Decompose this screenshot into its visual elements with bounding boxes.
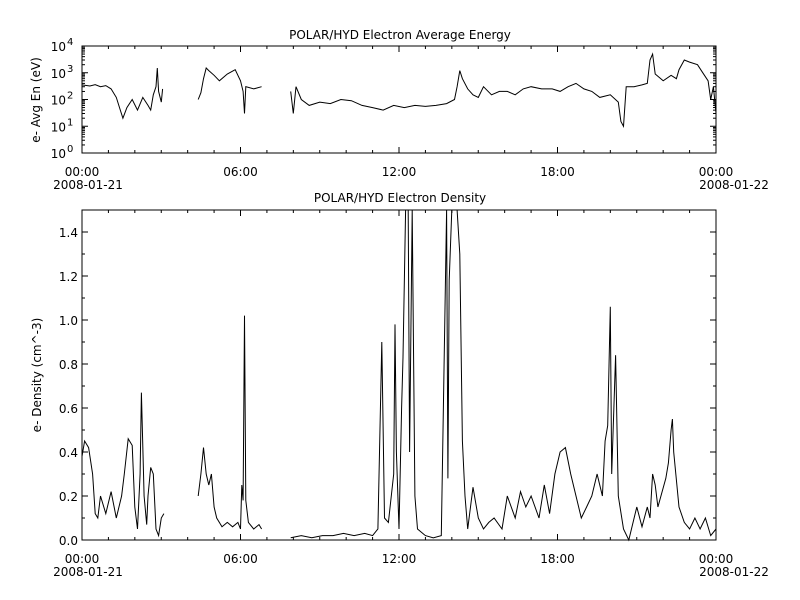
density-series-line [81, 392, 165, 538]
energy-plot-frame [81, 45, 717, 154]
density-panel: POLAR/HYD Electron Density e- Density (c… [30, 191, 769, 579]
energy-y-tick-label: 10 [51, 120, 66, 134]
energy-panel: POLAR/HYD Electron Average Energy e- Avg… [29, 28, 769, 192]
density-y-tick-label: 1.2 [59, 270, 78, 284]
energy-series-line [197, 67, 262, 114]
energy-y-tick-exponent: 0 [67, 144, 73, 155]
energy-y-tick-label: 10 [51, 40, 66, 54]
density-x-tick-label: 12:00 [382, 552, 417, 566]
energy-series-line [290, 52, 717, 129]
density-x-tick-label: 00:00 [699, 552, 734, 566]
density-y-tick-label: 0.4 [59, 446, 78, 460]
density-y-tick-label: 0.6 [59, 402, 78, 416]
density-y-axis-label: e- Density (cm^-3) [30, 318, 44, 433]
density-x-tick-label: 06:00 [223, 552, 258, 566]
density-x-tick-label: 18:00 [540, 552, 575, 566]
energy-y-tick-exponent: 3 [67, 64, 73, 75]
energy-x-tick-label: 06:00 [223, 165, 258, 179]
energy-y-tick-label: 10 [51, 147, 66, 161]
density-y-tick-label: 1.4 [59, 226, 78, 240]
density-x-tick-label: 00:00 [65, 552, 100, 566]
energy-y-axis-label: e- Avg En (eV) [29, 57, 43, 143]
energy-y-tick-label: 10 [51, 94, 66, 108]
energy-x-tick-label: 12:00 [382, 165, 417, 179]
density-y-tick-label: 0.0 [59, 534, 78, 548]
density-y-tick-label: 0.2 [59, 490, 78, 504]
density-end-date: 2008-01-22 [699, 565, 769, 579]
density-y-tick-label: 0.8 [59, 358, 78, 372]
density-series-line [197, 315, 263, 530]
density-series-line [290, 209, 717, 542]
energy-y-tick-exponent: 1 [67, 117, 73, 128]
energy-end-date: 2008-01-22 [699, 178, 769, 192]
density-y-tick-label: 1.0 [59, 314, 78, 328]
energy-series-group [81, 52, 717, 129]
energy-x-ticks: 00:00 06:00 12:00 18:00 00:00 [65, 46, 734, 179]
energy-y-tick-exponent: 2 [67, 91, 73, 102]
energy-x-tick-label: 00:00 [699, 165, 734, 179]
energy-y-tick-exponent: 4 [67, 37, 73, 48]
energy-x-tick-label: 00:00 [65, 165, 100, 179]
density-chart-title: POLAR/HYD Electron Density [314, 191, 486, 205]
energy-series-line [81, 67, 164, 120]
density-y-ticks: 0.0 0.2 0.4 0.6 0.8 1.0 1.2 1.4 [59, 209, 716, 548]
energy-chart-title: POLAR/HYD Electron Average Energy [289, 28, 511, 42]
energy-x-tick-label: 18:00 [540, 165, 575, 179]
energy-y-tick-label: 10 [51, 67, 66, 81]
density-start-date: 2008-01-21 [53, 565, 123, 579]
density-plot-frame [81, 209, 717, 541]
density-series-group [81, 209, 717, 542]
energy-start-date: 2008-01-21 [53, 178, 123, 192]
